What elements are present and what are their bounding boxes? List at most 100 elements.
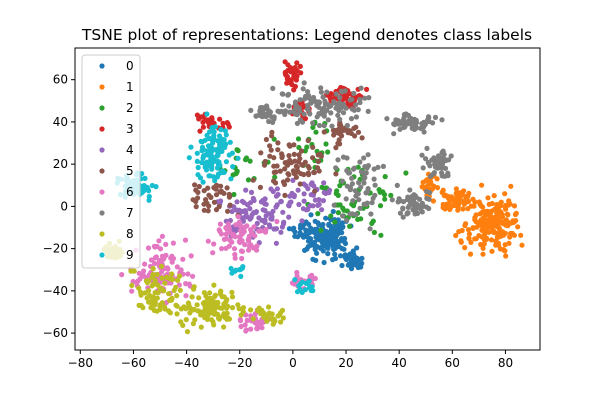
- point-class-5: [271, 155, 277, 161]
- point-class-6: [163, 241, 169, 247]
- point-class-3: [292, 64, 298, 71]
- point-class-2: [376, 187, 382, 193]
- point-class-7: [352, 188, 358, 194]
- point-class-9: [230, 164, 236, 170]
- series-1: [419, 171, 525, 259]
- point-class-9: [194, 150, 200, 156]
- point-class-6: [180, 256, 186, 262]
- point-class-4: [274, 186, 280, 192]
- point-class-2: [325, 149, 331, 155]
- point-class-7: [397, 126, 403, 132]
- point-class-4: [243, 187, 249, 193]
- point-class-1: [491, 193, 497, 199]
- point-class-0: [297, 230, 303, 236]
- point-class-5: [250, 177, 256, 183]
- point-class-8: [162, 306, 168, 312]
- point-class-7: [363, 190, 369, 196]
- point-class-9: [202, 164, 208, 170]
- point-class-6: [174, 264, 180, 270]
- point-class-8: [154, 282, 161, 288]
- point-class-4: [240, 218, 246, 224]
- point-class-7: [279, 102, 286, 108]
- point-class-5: [301, 171, 307, 178]
- point-class-8: [248, 307, 254, 313]
- point-class-3: [197, 128, 203, 134]
- y-tick-label: 20: [53, 157, 68, 171]
- point-class-4: [290, 177, 296, 183]
- point-class-5: [338, 122, 344, 128]
- point-class-6: [182, 237, 189, 243]
- point-class-7: [350, 166, 357, 172]
- point-class-2: [337, 183, 343, 189]
- point-class-2: [230, 172, 236, 178]
- point-class-0: [321, 259, 327, 266]
- point-class-6: [151, 243, 157, 249]
- point-class-5: [355, 129, 362, 135]
- point-class-1: [485, 195, 491, 201]
- point-class-8: [157, 307, 163, 313]
- point-class-0: [295, 234, 301, 240]
- point-class-7: [314, 114, 320, 120]
- point-class-6: [259, 325, 265, 331]
- point-class-6: [210, 250, 216, 256]
- point-class-8: [208, 317, 215, 323]
- point-class-5: [219, 189, 225, 195]
- x-tick-label: 40: [392, 356, 407, 370]
- point-class-5: [333, 171, 339, 177]
- point-class-5: [273, 169, 279, 175]
- point-class-8: [194, 302, 200, 308]
- point-class-6: [221, 236, 227, 242]
- point-class-1: [518, 232, 524, 238]
- point-class-1: [508, 230, 514, 237]
- point-class-4: [269, 216, 275, 222]
- point-class-1: [519, 242, 525, 248]
- point-class-9: [223, 132, 229, 138]
- point-class-1: [479, 182, 485, 188]
- point-class-1: [477, 211, 483, 217]
- point-class-7: [331, 202, 337, 208]
- point-class-2: [313, 129, 319, 135]
- point-class-2: [315, 211, 321, 217]
- point-class-7: [365, 152, 371, 158]
- point-class-4: [268, 186, 274, 192]
- point-class-7: [419, 209, 425, 215]
- point-class-7: [266, 118, 272, 125]
- point-class-1: [467, 251, 474, 257]
- point-class-7: [426, 196, 432, 202]
- point-class-0: [320, 248, 326, 254]
- point-class-5: [286, 172, 292, 178]
- point-class-6: [238, 323, 244, 330]
- point-class-4: [259, 199, 265, 205]
- point-class-7: [372, 192, 378, 198]
- point-class-7: [297, 97, 303, 103]
- point-class-6: [232, 251, 238, 258]
- point-class-8: [235, 302, 241, 308]
- point-class-7: [336, 108, 342, 114]
- point-class-5: [201, 201, 207, 207]
- point-class-9: [207, 144, 213, 150]
- point-class-7: [353, 211, 359, 217]
- point-class-5: [286, 142, 292, 148]
- point-class-5: [226, 194, 232, 200]
- point-class-7: [300, 86, 306, 92]
- point-class-6: [248, 326, 254, 332]
- point-class-0: [339, 225, 345, 231]
- point-class-9: [232, 268, 238, 274]
- point-class-1: [515, 224, 521, 230]
- point-class-7: [279, 91, 285, 97]
- point-class-7: [427, 163, 433, 169]
- point-class-8: [216, 315, 222, 321]
- point-class-7: [417, 196, 423, 202]
- point-class-7: [349, 96, 355, 103]
- point-class-5: [211, 199, 217, 205]
- point-class-7: [400, 214, 406, 220]
- point-class-0: [328, 217, 334, 223]
- point-class-4: [239, 198, 245, 204]
- point-class-1: [501, 247, 507, 253]
- chart-title: TSNE plot of representations: Legend den…: [81, 26, 532, 44]
- point-class-4: [275, 191, 281, 198]
- point-class-8: [264, 318, 270, 324]
- point-class-7: [329, 123, 335, 129]
- point-class-6: [159, 233, 165, 239]
